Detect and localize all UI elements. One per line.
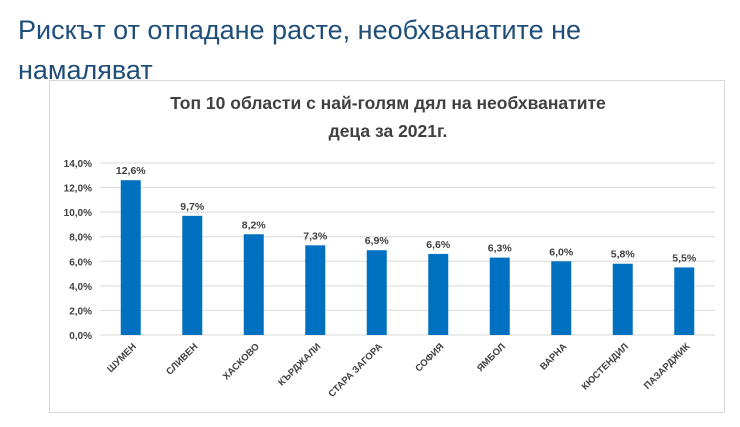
x-tick-label: ХАСКОВО <box>221 341 262 382</box>
y-tick-label: 8,0% <box>69 233 92 244</box>
data-label: 6,0% <box>549 246 574 258</box>
bar-chart: 0,0% 2,0% 4,0% 6,0% 8,0% 10,0% 12,0% 14,0% 12,6%… <box>64 159 715 400</box>
y-tick-label: 4,0% <box>69 282 92 293</box>
x-tick-label: СОФИЯ <box>413 341 446 374</box>
x-tick-label: ВАРНА <box>538 341 569 372</box>
chart-title: Топ 10 области с най-голям дял на необхв… <box>50 89 726 145</box>
y-tick-label: 10,0% <box>64 208 92 219</box>
x-tick-label: ЯМБОЛ <box>475 341 508 374</box>
chart-container: Топ 10 области с най-голям дял на необхв… <box>49 80 725 413</box>
x-tick-label: СТАРА ЗАГОРА <box>327 341 385 399</box>
x-tick-label: ШУМЕН <box>105 341 139 375</box>
data-label: 8,2% <box>242 219 267 231</box>
bar <box>551 261 572 335</box>
data-label: 9,7% <box>180 201 205 213</box>
x-tick-label: КЮСТЕНДИЛ <box>580 341 631 392</box>
chart-title-line-2: деца за 2021г. <box>328 121 448 141</box>
y-tick-label: 6,0% <box>69 257 92 268</box>
bar <box>366 250 387 335</box>
data-label: 5,5% <box>672 252 697 264</box>
bar <box>489 257 510 335</box>
chart-title-line-1: Топ 10 области с най-голям дял на необхв… <box>170 93 606 113</box>
page-headline: Рискът от отпадане расте, необхванатите … <box>18 15 582 85</box>
data-label: 12,6% <box>116 165 146 177</box>
bar <box>243 234 264 335</box>
y-tick-label: 0,0% <box>69 331 92 342</box>
y-tick-label: 14,0% <box>64 159 92 170</box>
bar <box>182 215 203 335</box>
bar <box>305 245 326 335</box>
bar <box>674 267 695 335</box>
data-label: 6,6% <box>426 239 451 251</box>
data-label: 5,8% <box>611 249 636 261</box>
x-tick-label: СЛИВЕН <box>164 341 200 377</box>
y-tick-label: 2,0% <box>69 306 92 317</box>
x-tick-label: КЪРДЖАЛИ <box>276 341 323 388</box>
bar <box>428 253 449 335</box>
y-tick-label: 12,0% <box>64 184 92 195</box>
data-label: 6,9% <box>365 235 390 247</box>
data-label: 7,3% <box>303 230 328 242</box>
x-tick-label: ПАЗАРДЖИК <box>642 341 693 392</box>
bar <box>612 263 633 335</box>
bar <box>120 180 141 335</box>
data-label: 6,3% <box>488 243 513 255</box>
